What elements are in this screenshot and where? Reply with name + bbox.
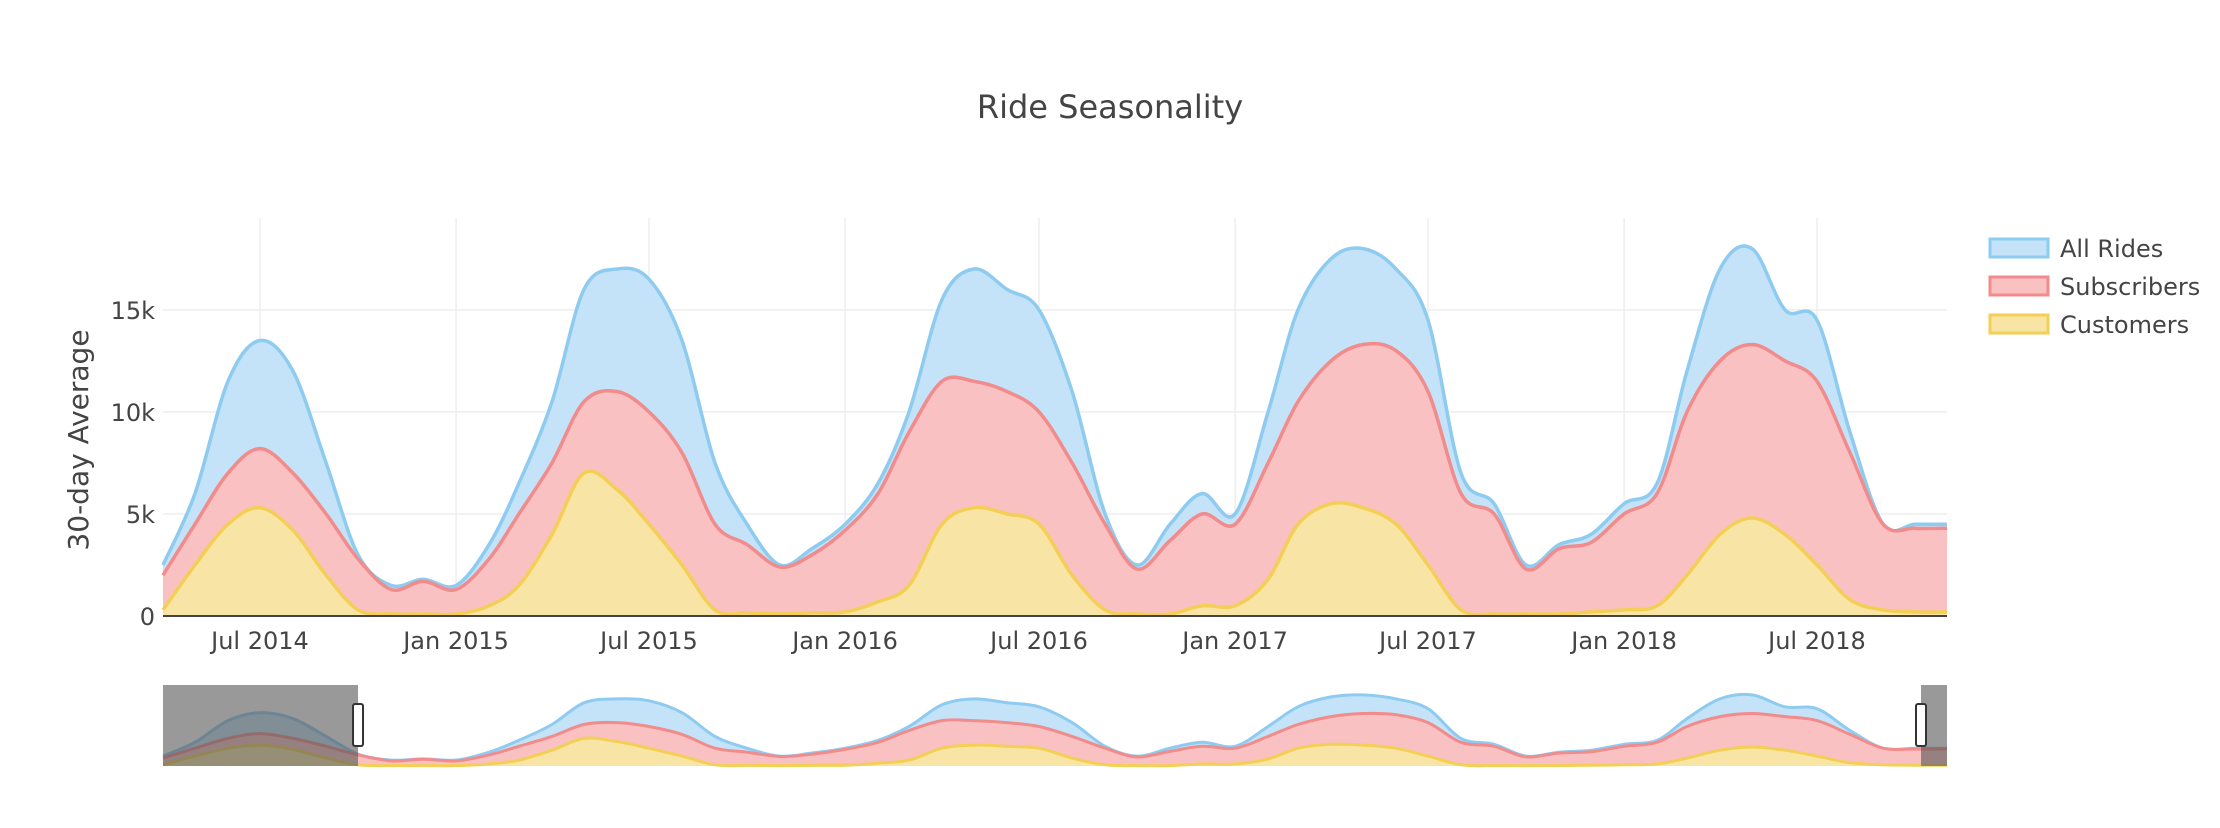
main-line-customers bbox=[161, 469, 1948, 617]
slider-area-customers bbox=[163, 737, 1947, 766]
slider-line-subscribers bbox=[162, 711, 1948, 763]
legend[interactable]: All Rides Subscribers Customers bbox=[1988, 235, 2200, 339]
x-tick-label: Jul 2017 bbox=[1377, 627, 1477, 655]
x-tick-label: Jul 2014 bbox=[209, 627, 309, 655]
legend-label: All Rides bbox=[2060, 235, 2163, 263]
x-tick-label: Jan 2016 bbox=[790, 627, 898, 655]
range-slider[interactable] bbox=[162, 685, 1948, 768]
main-line-all-rides bbox=[161, 244, 1947, 589]
legend-label: Subscribers bbox=[2060, 273, 2200, 301]
legend-item-customers[interactable]: Customers bbox=[1988, 311, 2189, 339]
y-tick-label: 0 bbox=[140, 603, 155, 631]
legend-swatch bbox=[1988, 313, 2050, 335]
x-tick-label: Jan 2018 bbox=[1569, 627, 1677, 655]
chart-title: Ride Seasonality bbox=[977, 88, 1243, 126]
legend-swatch bbox=[1988, 237, 2050, 259]
y-tick-label: 5k bbox=[126, 501, 155, 529]
y-tick-label: 15k bbox=[111, 297, 156, 325]
slider-line-customers bbox=[162, 736, 1948, 768]
range-slider-handle-left[interactable] bbox=[352, 703, 365, 747]
main-area-customers bbox=[163, 471, 1947, 616]
legend-item-subscribers[interactable]: Subscribers bbox=[1988, 273, 2200, 301]
x-tick-label: Jul 2016 bbox=[988, 627, 1088, 655]
x-tick-label: Jan 2017 bbox=[1180, 627, 1288, 655]
legend-item-all-rides[interactable]: All Rides bbox=[1988, 235, 2163, 263]
y-axis-label: 30-day Average bbox=[62, 329, 95, 550]
x-tick-label: Jan 2015 bbox=[401, 627, 509, 655]
legend-label: Customers bbox=[2060, 311, 2189, 339]
range-slider-mask-left bbox=[163, 685, 359, 766]
x-tick-label: Jul 2015 bbox=[598, 627, 698, 655]
axes: 0 5k 10k 15k Jul 2014 Jan 2015 Jul 2015 Jan 201… bbox=[111, 297, 1947, 655]
y-tick-label: 10k bbox=[111, 399, 156, 427]
range-slider-handle-right[interactable] bbox=[1915, 703, 1927, 747]
legend-swatch bbox=[1988, 275, 2050, 297]
main-plot-areas bbox=[161, 244, 1948, 617]
x-tick-label: Jul 2018 bbox=[1766, 627, 1866, 655]
main-line-subscribers bbox=[161, 341, 1948, 592]
